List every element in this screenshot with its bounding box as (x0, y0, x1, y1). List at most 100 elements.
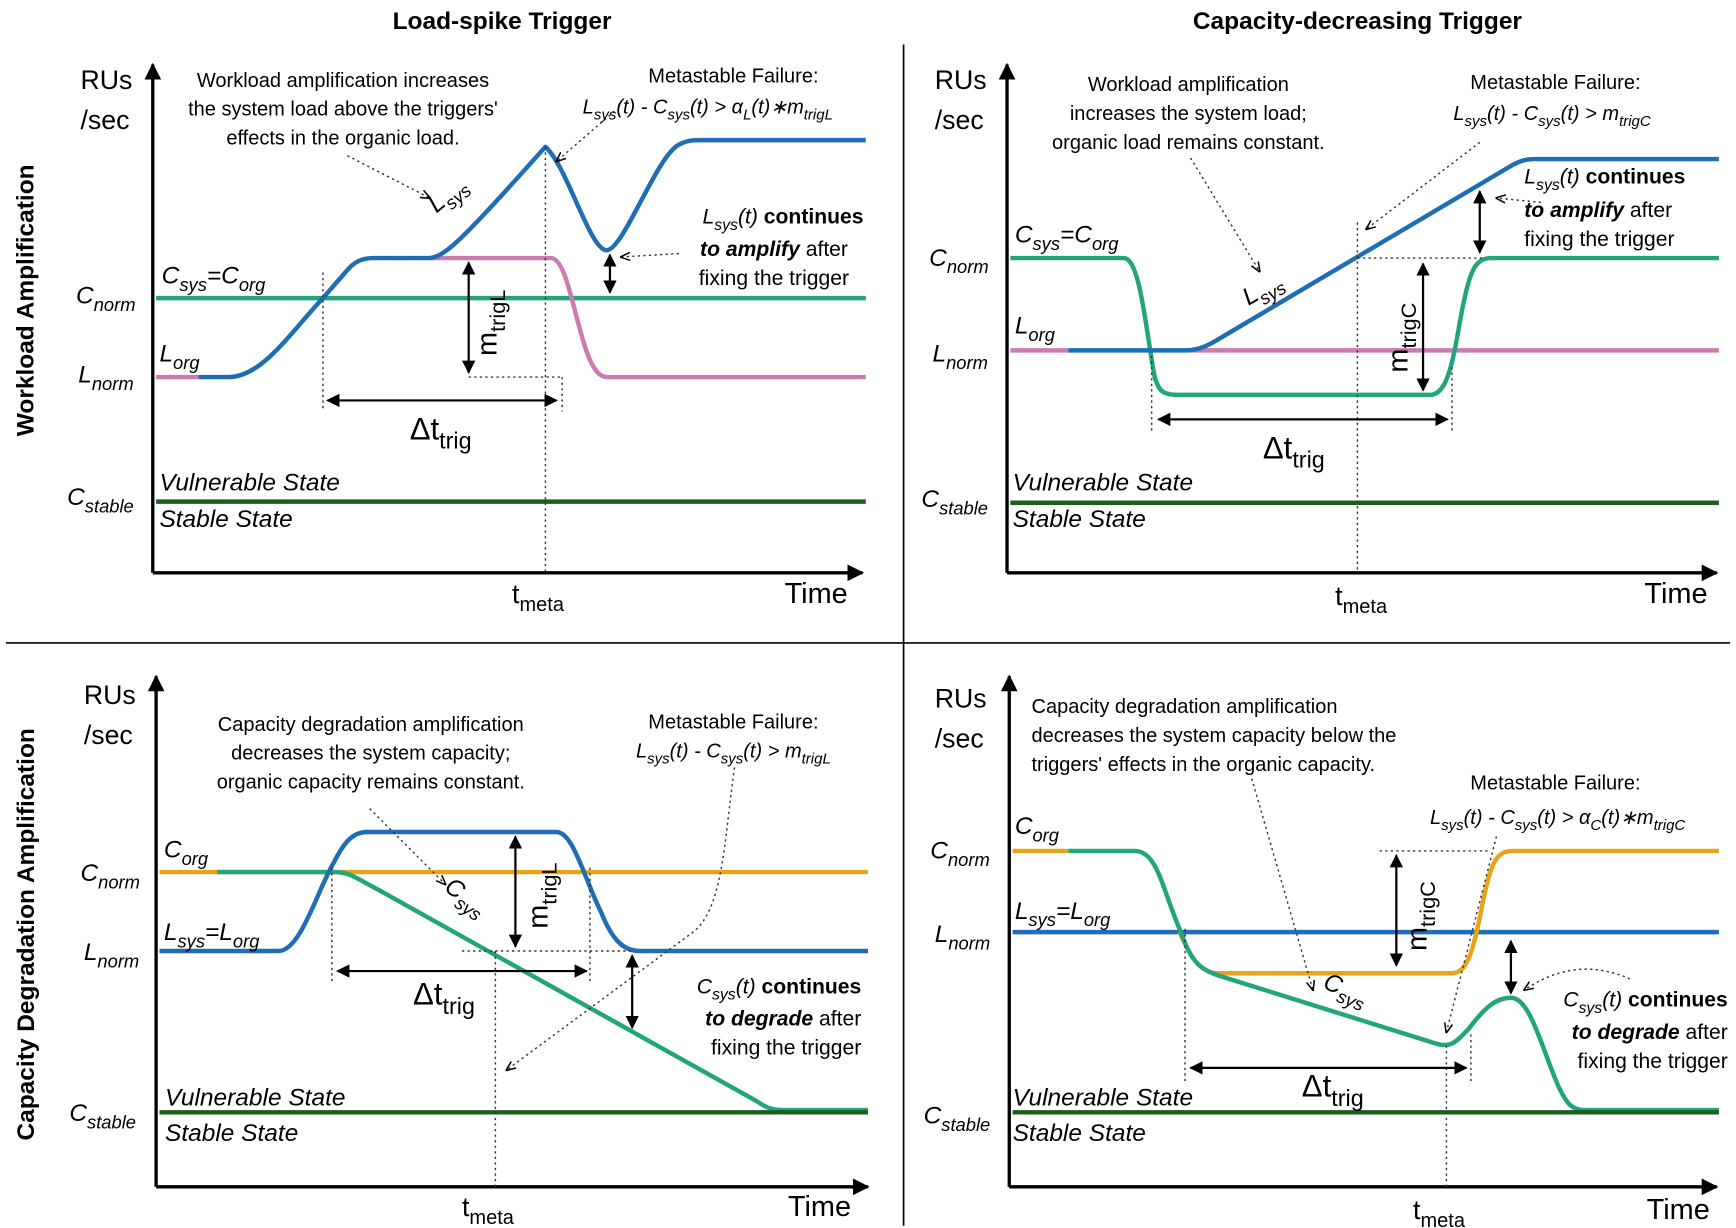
text-part: C (929, 245, 947, 272)
label: Metastable Failure: (1470, 773, 1640, 795)
text-part: after (1680, 1021, 1728, 1044)
text-part: (t) - C (670, 740, 722, 762)
text-part: (t) (1560, 166, 1586, 189)
label: Vulnerable State (1013, 1085, 1193, 1112)
label: to amplify after (1524, 199, 1672, 222)
annotation-arrow (1496, 198, 1542, 202)
subscript: org (1032, 825, 1059, 846)
label: decreases the system capacity below the (1032, 725, 1397, 747)
subscript: org (1084, 909, 1111, 930)
subscript: trigL (804, 106, 833, 123)
text-part: C (921, 486, 939, 513)
subscript: sys (647, 750, 670, 767)
subscript: sys (178, 930, 206, 951)
text-part: (t)∗m (1601, 807, 1653, 829)
annotation-arrow (369, 808, 446, 885)
label: Lnorm (78, 362, 133, 394)
subscript: C (1590, 817, 1601, 834)
label: Csys(t) continues (697, 975, 862, 1003)
label: the system load above the triggers' (188, 99, 498, 121)
label: effects in the organic load. (226, 128, 459, 150)
label: /sec (80, 105, 129, 135)
label: Workload Amplification (13, 164, 40, 436)
text-part: C (162, 263, 180, 290)
annotation-arrow (1366, 141, 1481, 229)
label: organic capacity remains constant. (217, 772, 525, 794)
label: mtrigL (471, 290, 510, 356)
text-part: Δt (1302, 1069, 1332, 1104)
text-part: m (1401, 927, 1433, 951)
subscript: sys (714, 217, 738, 234)
label: /sec (935, 723, 984, 753)
text-part: continues (762, 975, 862, 998)
text-part: to degrade (1572, 1021, 1680, 1044)
subscript: trigC (1415, 881, 1440, 927)
label: Lnorm (84, 939, 139, 971)
label: RUs (80, 65, 132, 95)
text-part: (t) > α (690, 96, 744, 118)
subscript: sys (1028, 909, 1056, 930)
subscript: org (1092, 233, 1119, 254)
label: /sec (84, 720, 133, 750)
label: Csys=Corg (1015, 221, 1119, 253)
curve (1010, 255, 1719, 398)
label: Metastable Failure: (648, 712, 818, 734)
subscript: trig (1292, 447, 1324, 473)
label: Vulnerable State (165, 1085, 345, 1112)
label: Cnorm (930, 838, 989, 870)
text-part: L (1015, 898, 1029, 925)
text-part: (t) > m (743, 740, 801, 762)
label: Cstable (69, 1100, 136, 1132)
text-part: continues (1586, 166, 1686, 189)
text-part: L (1453, 103, 1464, 125)
label: Vulnerable State (159, 470, 339, 497)
label: Stable State (1013, 1120, 1146, 1147)
label: mtrigC (1401, 881, 1440, 951)
text-part: L (702, 206, 714, 229)
label: Lsys=Lorg (1015, 898, 1111, 930)
subscript: norm (948, 849, 990, 870)
subscript: sys (1032, 233, 1060, 254)
text-part: Δt (1263, 430, 1293, 465)
text-part: t (462, 1192, 470, 1222)
text-part: t (1335, 581, 1343, 611)
text-part: L (84, 939, 98, 966)
text-part: after (813, 1008, 861, 1031)
text-part: L (164, 919, 178, 946)
label: Time (1644, 578, 1707, 610)
subscript: meta (469, 1207, 514, 1228)
subscript: trig (1331, 1085, 1363, 1111)
text-part: C (1563, 989, 1579, 1012)
label: Δttrig (1302, 1069, 1364, 1111)
subscript: trigC (1619, 113, 1651, 130)
curve (217, 869, 869, 1113)
subscript: sys (179, 274, 207, 295)
text-part: continues (1628, 989, 1728, 1012)
label: fixing the trigger (699, 267, 849, 290)
text-part: (t)∗m (751, 96, 803, 118)
subscript: org (239, 274, 266, 295)
subscript: norm (98, 871, 140, 892)
text-part: C (697, 975, 713, 998)
subscript: trigL (802, 750, 831, 767)
label: fixing the trigger (1578, 1050, 1728, 1073)
text-part: C (69, 1100, 87, 1127)
subscript: trigC (1654, 817, 1686, 834)
label: Time (788, 1191, 851, 1223)
subscript: sys (667, 106, 690, 123)
text-part: to degrade (705, 1008, 813, 1031)
curve (428, 255, 866, 380)
curve (1177, 848, 1719, 976)
subscript: norm (948, 932, 990, 953)
label: mtrigC (1382, 303, 1421, 373)
subscript: sys (1465, 113, 1488, 130)
text-part: L (935, 921, 949, 948)
label: Cnorm (76, 283, 135, 315)
subscript: trigC (1396, 303, 1421, 349)
text-part: (t) (1602, 989, 1628, 1012)
label: Lsys (1238, 267, 1290, 316)
label: Capacity-decreasing Trigger (1193, 8, 1523, 35)
label: Metastable Failure: (648, 65, 818, 87)
annotation-arrow (1189, 157, 1260, 271)
label: /sec (935, 105, 984, 135)
